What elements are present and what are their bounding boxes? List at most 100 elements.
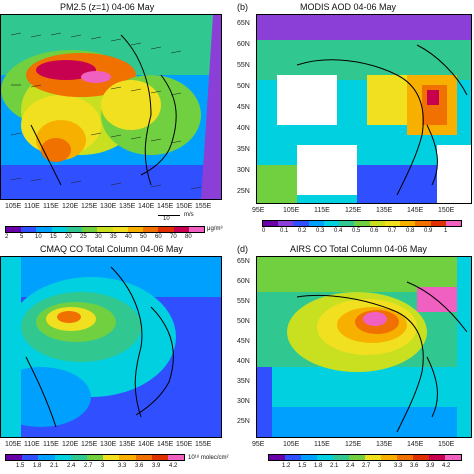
cbar-label: 1 xyxy=(444,228,448,234)
cbar-label: 3.9 xyxy=(152,463,161,469)
pm25-map xyxy=(0,14,222,200)
cbar-label: 3 xyxy=(378,463,382,469)
ytick: 65N xyxy=(237,20,250,27)
cmaq-colorbar xyxy=(5,454,185,461)
cbar-label: 80 xyxy=(185,234,192,240)
xtick: 135E xyxy=(119,203,136,210)
xtick: 110E xyxy=(24,441,40,448)
ytick: 25N xyxy=(237,418,250,425)
cbar-label: 3.6 xyxy=(135,463,144,469)
cbar-label: 1.8 xyxy=(33,463,42,469)
xtick: 145E xyxy=(407,441,424,448)
cbar-label: 20 xyxy=(65,234,72,240)
xtick: 115E xyxy=(314,441,330,448)
ytick: 25N xyxy=(237,188,250,195)
pm25-colorbar xyxy=(5,226,205,233)
ytick: 30N xyxy=(237,398,250,405)
cbar-label: 30 xyxy=(95,234,102,240)
cbar-label: 50 xyxy=(140,234,147,240)
cbar-label: 2.7 xyxy=(362,463,371,469)
modis-colorbar xyxy=(262,220,462,227)
ytick: 35N xyxy=(237,146,250,153)
cbar-label: 2.7 xyxy=(84,463,93,469)
xtick: 145E xyxy=(157,203,174,210)
xtick: 150E xyxy=(176,203,193,210)
cbar-label: 40 xyxy=(125,234,132,240)
xtick: 105E xyxy=(283,441,300,448)
cbar-label: 5 xyxy=(20,234,24,240)
xtick: 150E xyxy=(438,441,455,448)
pm25-field xyxy=(1,15,221,199)
xtick: 95E xyxy=(252,441,265,448)
ytick: 40N xyxy=(237,125,250,132)
cbar-label: 0.3 xyxy=(316,228,325,234)
xtick: 155E xyxy=(195,203,212,210)
cbar-label: 1.5 xyxy=(16,463,25,469)
xtick: 140E xyxy=(138,441,155,448)
ytick: 60N xyxy=(237,278,250,285)
ytick: 50N xyxy=(237,83,250,90)
cmaq-field xyxy=(1,257,221,437)
vector-key-unit: m/s xyxy=(184,212,194,218)
xtick: 115E xyxy=(43,203,59,210)
cbar-label: 15 xyxy=(50,234,57,240)
cmaq-map xyxy=(0,256,222,438)
xtick: 135E xyxy=(119,441,136,448)
xtick: 105E xyxy=(5,441,22,448)
modis-map xyxy=(256,14,472,204)
ytick: 50N xyxy=(237,318,250,325)
cbar-label: 2.4 xyxy=(67,463,76,469)
pm25-unit: μg/m³ xyxy=(207,226,223,232)
ytick: 35N xyxy=(237,378,250,385)
ytick: 30N xyxy=(237,167,250,174)
cbar-label: 70 xyxy=(170,234,177,240)
cbar-label: 60 xyxy=(155,234,162,240)
xtick: 110E xyxy=(24,203,40,210)
xtick: 105E xyxy=(283,207,300,214)
ytick: 45N xyxy=(237,338,250,345)
airs-map xyxy=(256,256,472,438)
cbar-label: 3.9 xyxy=(426,463,435,469)
cbar-label: 25 xyxy=(80,234,87,240)
ytick: 55N xyxy=(237,298,250,305)
xtick: 125E xyxy=(81,203,98,210)
panel-a-title: PM2.5 (z=1) 04-06 May xyxy=(60,2,155,12)
xtick: 150E xyxy=(438,207,455,214)
cbar-label: 35 xyxy=(110,234,117,240)
ytick: 55N xyxy=(237,62,250,69)
cbar-label: 2.1 xyxy=(50,463,59,469)
cbar-label: 4.2 xyxy=(442,463,451,469)
cbar-label: 0.2 xyxy=(298,228,307,234)
cbar-label: 3.3 xyxy=(118,463,127,469)
xtick: 150E xyxy=(176,441,193,448)
ytick: 60N xyxy=(237,41,250,48)
xtick: 120E xyxy=(62,441,79,448)
panel-b-title: MODIS AOD 04-06 May xyxy=(300,2,397,12)
xtick: 130E xyxy=(100,441,117,448)
panel-d-title: AIRS CO Total Column 04-06 May xyxy=(290,244,427,254)
vector-key-arrow xyxy=(158,215,180,216)
xtick: 145E xyxy=(157,441,174,448)
panel-d-label: (d) xyxy=(237,244,248,254)
xtick: 135E xyxy=(376,207,393,214)
xtick: 145E xyxy=(407,207,424,214)
cbar-label: 1.5 xyxy=(298,463,307,469)
airs-colorbar xyxy=(268,454,462,461)
xtick: 115E xyxy=(43,441,59,448)
xtick: 125E xyxy=(81,441,98,448)
ytick: 65N xyxy=(237,258,250,265)
cbar-label: 10 xyxy=(35,234,42,240)
cbar-label: 0.4 xyxy=(334,228,343,234)
cbar-label: 0.1 xyxy=(280,228,289,234)
cbar-label: 0.8 xyxy=(406,228,415,234)
panel-c-title: CMAQ CO Total Column 04-06 May xyxy=(40,244,183,254)
cbar-label: 0 xyxy=(262,228,266,234)
xtick: 155E xyxy=(195,441,212,448)
modis-field xyxy=(257,15,471,203)
cbar-label: 3.3 xyxy=(394,463,403,469)
xtick: 140E xyxy=(138,203,155,210)
cbar-label: 1.8 xyxy=(314,463,323,469)
xtick: 135E xyxy=(376,441,393,448)
cbar-label: 2.4 xyxy=(346,463,355,469)
cmaq-unit: 10¹⁸ molec/cm² xyxy=(188,455,229,461)
